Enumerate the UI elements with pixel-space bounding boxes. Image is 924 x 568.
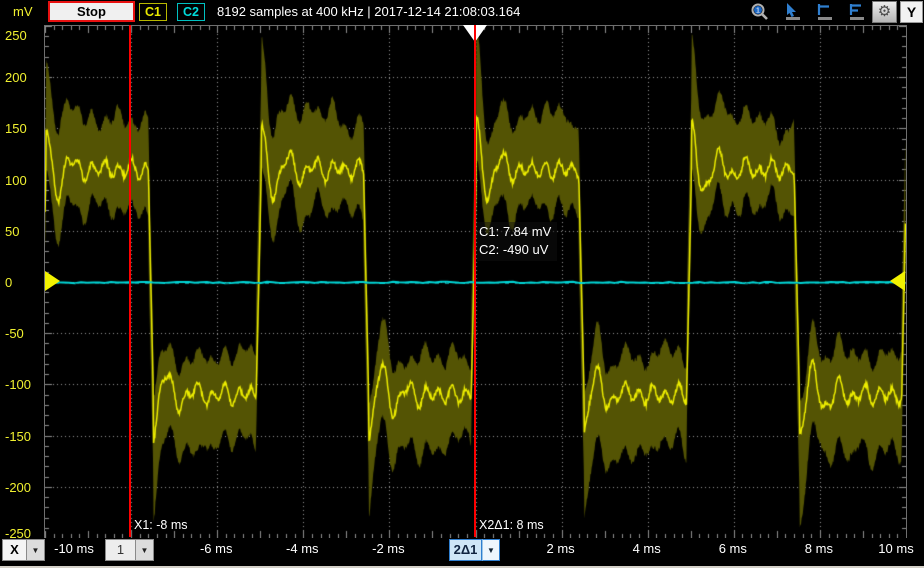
y-unit-label: mV bbox=[13, 4, 33, 19]
acquisition-status-text: 8192 samples at 400 kHz | 2017-12-14 21:… bbox=[217, 4, 521, 19]
x-tick-label: 6 ms bbox=[718, 541, 747, 556]
zoom-icon[interactable]: 1 bbox=[750, 2, 770, 22]
svg-text:1: 1 bbox=[756, 6, 760, 15]
c1-readout: C1: 7.84 mV bbox=[479, 224, 552, 239]
y-tick-label: -150 bbox=[5, 428, 32, 444]
x-tick-label: 8 ms bbox=[804, 541, 833, 556]
x1-cursor-label: X1: -8 ms bbox=[134, 518, 188, 532]
top-bar: mV Stop C1 C2 8192 samples at 400 kHz | … bbox=[0, 0, 924, 24]
y-axis-button[interactable]: Y bbox=[900, 1, 923, 23]
settings-gear-icon[interactable]: ⚙ bbox=[872, 1, 897, 23]
y-tick-label: -100 bbox=[5, 377, 32, 393]
cursor1-dropdown-value[interactable]: 1 bbox=[105, 539, 136, 561]
chevron-down-icon[interactable]: ▼ bbox=[482, 539, 500, 561]
cursor1-dropdown[interactable]: 1 ▼ bbox=[105, 539, 154, 561]
cursor2-dropdown[interactable]: 2Δ1 ▼ bbox=[449, 539, 500, 561]
channel-1-badge[interactable]: C1 bbox=[139, 3, 167, 21]
chevron-down-icon[interactable]: ▼ bbox=[136, 539, 154, 561]
window-bottom-edge bbox=[0, 566, 924, 568]
x-axis-dropdown[interactable]: X ▼ bbox=[2, 539, 45, 561]
x-tick-label: -6 ms bbox=[199, 541, 233, 556]
c2-readout: C2: -490 uV bbox=[479, 242, 549, 257]
x2-cursor[interactable] bbox=[474, 25, 476, 537]
x-tick-label: -4 ms bbox=[286, 541, 319, 556]
y-tick-label: 250 bbox=[5, 28, 27, 43]
x2-cursor-label: X2Δ1: 8 ms bbox=[479, 518, 544, 532]
x-axis-dropdown-value[interactable]: X bbox=[2, 539, 27, 561]
x-tick-label: -2 ms bbox=[372, 541, 405, 556]
x-axis-bar: X ▼ 1 ▼ 2Δ1 ▼ -10 ms -6 ms -4 ms -2 ms 2 ms 4… bbox=[0, 538, 924, 566]
cursor2-dropdown-value[interactable]: 2Δ1 bbox=[449, 539, 482, 561]
y-tick-label: 100 bbox=[5, 172, 27, 188]
y-tick-label: 150 bbox=[5, 121, 27, 137]
cursor-readout-box: C1: 7.84 mV C2: -490 uV bbox=[477, 222, 558, 261]
y-tick-label: 50 bbox=[5, 223, 20, 239]
channel1-zero-marker-left[interactable] bbox=[45, 271, 60, 291]
channel1-zero-marker-right[interactable] bbox=[890, 271, 905, 291]
single-cursor-icon[interactable] bbox=[815, 2, 835, 22]
x-tick-label: 10 ms bbox=[878, 541, 914, 556]
channel-2-badge[interactable]: C2 bbox=[177, 3, 205, 21]
x-tick-label: -10 ms bbox=[54, 541, 94, 556]
y-tick-label: 200 bbox=[5, 70, 27, 86]
stop-button[interactable]: Stop bbox=[48, 1, 135, 22]
x1-cursor[interactable] bbox=[129, 25, 131, 537]
chevron-down-icon[interactable]: ▼ bbox=[27, 539, 45, 561]
pointer-tool-icon[interactable] bbox=[783, 2, 803, 22]
y-tick-label: -200 bbox=[5, 479, 32, 495]
x-tick-label: 2 ms bbox=[546, 541, 575, 556]
x-tick-label: 4 ms bbox=[632, 541, 661, 556]
dual-cursor-icon[interactable] bbox=[847, 2, 867, 22]
y-tick-label: -50 bbox=[5, 326, 24, 342]
y-tick-label: -250 bbox=[5, 526, 32, 541]
y-tick-label: 0 bbox=[5, 275, 13, 290]
